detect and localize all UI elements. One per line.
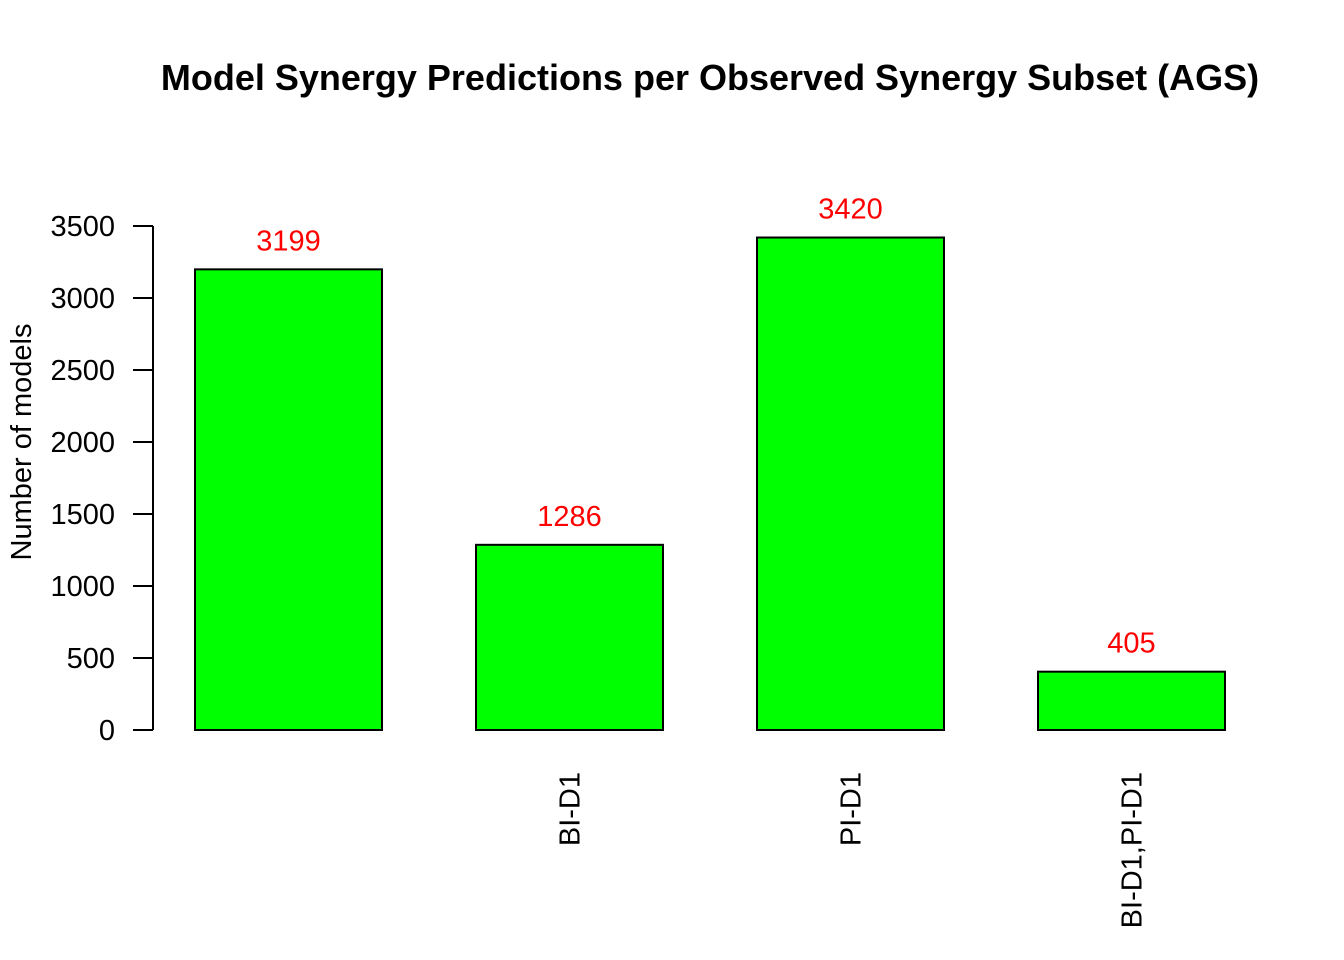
y-axis: 0 500 1000 1500 2000 2500 3000 3500	[50, 211, 154, 747]
bar	[756, 236, 945, 732]
bar	[1037, 670, 1226, 731]
y-tick-label: 2000	[50, 427, 115, 459]
y-tick-label: 500	[67, 643, 115, 675]
x-tick-label: BI-D1	[555, 772, 587, 846]
bar-value-label: 3420	[818, 194, 883, 226]
y-tick-label: 0	[99, 715, 115, 747]
bar	[194, 268, 383, 731]
x-tick-label: PI-D1	[836, 772, 868, 846]
chart-title: Model Synergy Predictions per Observed S…	[161, 57, 1259, 98]
x-axis-labels: BI-D1 PI-D1 BI-D1,PI-D1	[555, 772, 1149, 928]
bar-value-label: 405	[1107, 628, 1155, 660]
y-tick-label: 2500	[50, 355, 115, 387]
y-tick-label: 1000	[50, 571, 115, 603]
x-tick-label: BI-D1,PI-D1	[1117, 772, 1149, 928]
bars-group: 3199 1286 3420 405	[194, 194, 1226, 732]
bar	[475, 543, 664, 731]
y-tick-label: 3000	[50, 283, 115, 315]
bar-value-label: 3199	[256, 225, 321, 257]
y-tick-label: 3500	[50, 211, 115, 243]
y-tick-label: 1500	[50, 499, 115, 531]
y-axis-title: Number of models	[6, 324, 38, 561]
bar-value-label: 1286	[537, 501, 602, 533]
